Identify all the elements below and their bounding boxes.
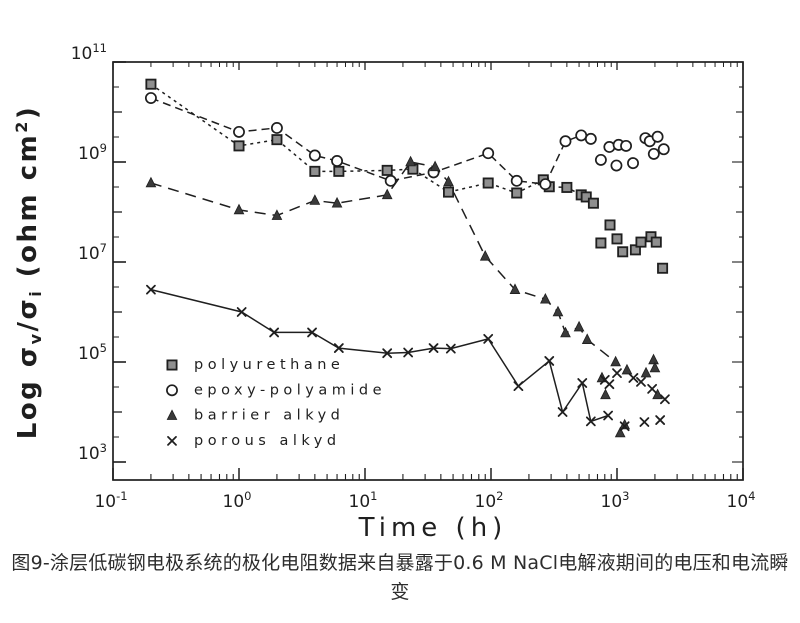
x-tick-label: 104 xyxy=(727,489,756,512)
y-tick-label: 107 xyxy=(78,241,107,264)
legend-label: porous alkyd xyxy=(194,433,341,449)
legend-item-barrier-alkyd: barrier alkyd xyxy=(166,408,344,424)
series-porous-alkyd-markers xyxy=(146,284,670,432)
series-line xyxy=(150,97,592,186)
plot-frame xyxy=(112,61,744,481)
x-axis-title: Time (h) xyxy=(358,513,508,543)
x-tick-label: 102 xyxy=(475,489,504,512)
y-axis: 1011 109 107 105 103 xyxy=(71,41,743,464)
y-tick-label: 109 xyxy=(78,141,107,164)
series-polyurethane-markers xyxy=(145,78,669,274)
x-tick-label: 10-1 xyxy=(94,489,127,512)
y-tick-label: 103 xyxy=(78,441,107,464)
legend-item-epoxy-polyamide: epoxy-polyamide xyxy=(166,382,386,398)
figure-caption: 图9-涂层低碳钢电极系统的极化电阻数据来自暴露于0.6 M NaCl电解液期间的… xyxy=(11,552,789,604)
series-barrier-alkyd xyxy=(145,155,663,438)
figure-container: 10-1 100 101 102 103 104 1011 109 107 105 103 polyu… xyxy=(12,41,756,543)
x-tick-label: 103 xyxy=(601,489,630,512)
legend-item-polyurethane: polyurethane xyxy=(166,357,344,373)
legend-item-porous-alkyd: porous alkyd xyxy=(167,433,341,449)
y-tick-label: 105 xyxy=(78,341,107,364)
legend-label: barrier alkyd xyxy=(194,408,344,424)
legend-label: epoxy-polyamide xyxy=(194,382,386,398)
series-line xyxy=(150,83,594,204)
series-barrier-alkyd-markers xyxy=(145,155,663,438)
chart-canvas: 10-1 100 101 102 103 104 1011 109 107 105 103 polyu… xyxy=(12,41,756,543)
x-tick-label: 100 xyxy=(223,489,252,512)
series-polyurethane xyxy=(145,78,669,274)
y-axis-title: Log σv/σi (ohm cm2) xyxy=(12,105,45,440)
legend-label: polyurethane xyxy=(194,357,344,373)
series-epoxy-polyamide-markers xyxy=(144,92,670,191)
series-line xyxy=(150,288,609,423)
x-tick-label: 101 xyxy=(349,489,378,512)
y-tick-label: 1011 xyxy=(71,41,107,64)
legend: polyurethane epoxy-polyamide barrier alkyd… xyxy=(166,357,386,449)
series-porous-alkyd xyxy=(146,284,670,432)
series-epoxy-polyamide xyxy=(144,92,670,191)
